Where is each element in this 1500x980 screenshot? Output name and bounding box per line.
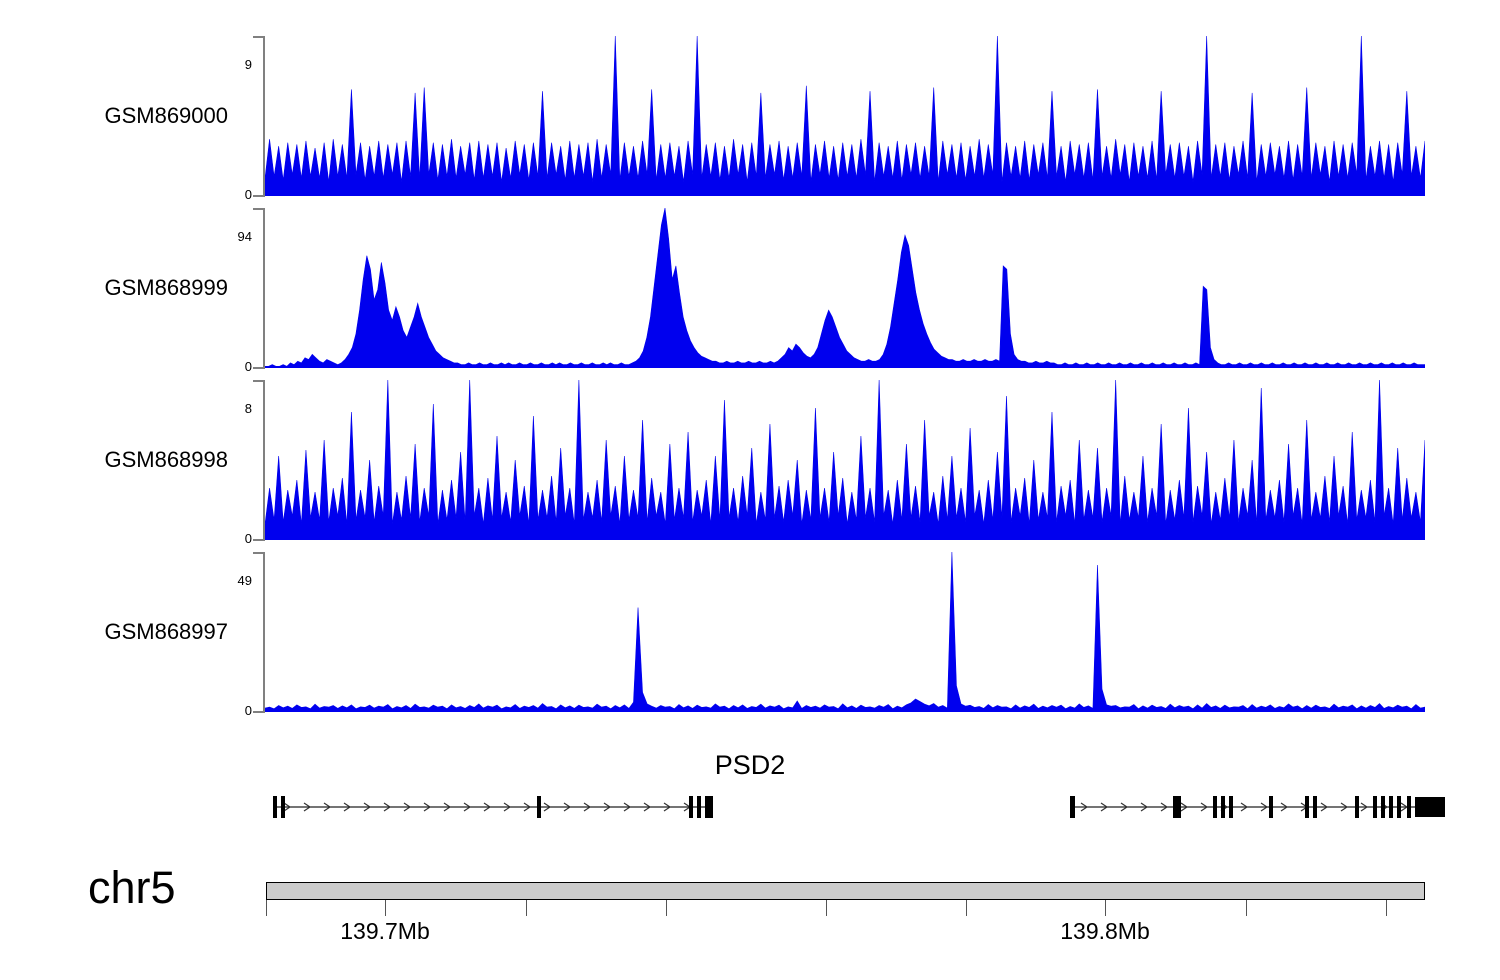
track-label-2: GSM868998 <box>104 447 228 472</box>
ideogram-tick <box>385 900 386 916</box>
track-ymin-label-2: 0 <box>244 531 252 546</box>
ideogram-axis-label: 139.8Mb <box>1060 918 1150 944</box>
coverage-area-2 <box>265 380 1425 540</box>
track-axis-line-3 <box>263 552 265 712</box>
track-axis-line-1 <box>263 208 265 368</box>
track-axis-line-2 <box>263 380 265 540</box>
track-axis-bottom-cap-1 <box>253 367 265 369</box>
track-plot-area-2 <box>265 380 1425 540</box>
track-axis-bottom-cap-3 <box>253 711 265 713</box>
track-plot-area-0 <box>265 36 1425 196</box>
chromosome-label: chr5 <box>88 862 176 913</box>
ideogram-tick <box>1246 900 1247 916</box>
gene-title: PSD2 <box>714 750 786 780</box>
ideogram-tick <box>1386 900 1387 916</box>
track-ymin-label-0: 0 <box>244 187 252 202</box>
coverage-track-gsm868997[interactable]: GSM868997 49 0 <box>0 546 1500 718</box>
ideogram-axis-labels: 139.7Mb 139.8Mb <box>0 918 1500 948</box>
ideogram-bar[interactable] <box>266 882 1425 900</box>
coverage-area-0 <box>265 36 1425 196</box>
ideogram-tick <box>1105 900 1106 916</box>
track-axis-bottom-cap-2 <box>253 539 265 541</box>
track-ymax-label-0: 9 <box>244 57 252 72</box>
track-ymax-label-1: 94 <box>237 229 252 244</box>
ideogram-tick <box>966 900 967 916</box>
track-axis-line-0 <box>263 36 265 196</box>
ideogram-tick <box>266 900 267 916</box>
track-ymax-label-3: 49 <box>237 573 252 588</box>
track-plot-area-3 <box>265 552 1425 712</box>
coverage-track-gsm868999[interactable]: GSM868999 94 0 <box>0 202 1500 374</box>
track-label-1: GSM868999 <box>104 275 228 300</box>
track-label-0: GSM869000 <box>104 103 228 128</box>
ideogram-tick <box>526 900 527 916</box>
ideogram-tick <box>666 900 667 916</box>
coverage-track-gsm868998[interactable]: GSM868998 8 0 <box>0 374 1500 546</box>
ideogram-tick-marks <box>266 900 1427 916</box>
coverage-area-3 <box>265 552 1425 712</box>
ideogram-axis-label: 139.7Mb <box>340 918 430 944</box>
track-ymin-label-3: 0 <box>244 703 252 718</box>
track-ymax-label-2: 8 <box>244 401 252 416</box>
track-axis-top-cap-0 <box>253 36 265 38</box>
track-label-3: GSM868997 <box>104 619 228 644</box>
track-axis-bottom-cap-0 <box>253 195 265 197</box>
track-plot-area-1 <box>265 208 1425 368</box>
track-axis-top-cap-2 <box>253 380 265 382</box>
track-ymin-label-1: 0 <box>244 359 252 374</box>
track-axis-top-cap-3 <box>253 552 265 554</box>
track-axis-top-cap-1 <box>253 208 265 210</box>
gene-model-svg <box>273 796 1445 818</box>
coverage-area-1 <box>265 208 1425 368</box>
ideogram-tick <box>826 900 827 916</box>
coverage-track-gsm869000[interactable]: GSM869000 9 0 <box>0 30 1500 202</box>
gene-model-row[interactable] <box>265 790 1445 824</box>
